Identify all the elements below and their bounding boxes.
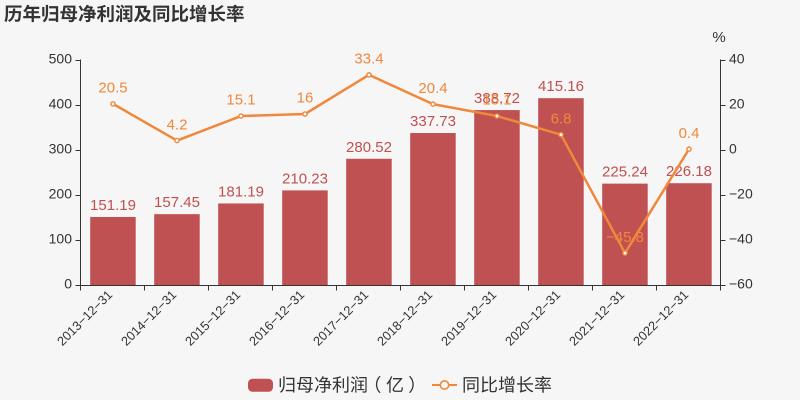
svg-text:300: 300	[49, 141, 73, 157]
svg-text:100: 100	[49, 231, 73, 247]
svg-text:33.4: 33.4	[354, 51, 383, 68]
svg-text:0.4: 0.4	[679, 125, 700, 142]
svg-text:280.52: 280.52	[346, 139, 392, 156]
svg-text:415.16: 415.16	[538, 78, 584, 95]
svg-text:157.45: 157.45	[154, 194, 200, 211]
svg-text:400: 400	[49, 96, 73, 112]
svg-text:−40: −40	[729, 231, 753, 247]
svg-text:20.5: 20.5	[98, 80, 127, 97]
svg-text:20.4: 20.4	[418, 80, 447, 97]
svg-text:40: 40	[729, 51, 745, 67]
svg-text:0: 0	[64, 276, 72, 292]
svg-text:500: 500	[49, 51, 73, 67]
svg-text:15.1: 15.1	[482, 92, 511, 109]
svg-text:388.72: 388.72	[474, 90, 520, 107]
svg-text:16: 16	[297, 90, 314, 107]
svg-text:210.23: 210.23	[282, 170, 328, 187]
svg-text:−45.8: −45.8	[606, 229, 644, 246]
svg-text:6.8: 6.8	[551, 110, 572, 127]
svg-text:15.1: 15.1	[226, 92, 255, 109]
svg-text:−60: −60	[729, 276, 753, 292]
svg-text:225.24: 225.24	[602, 164, 648, 181]
svg-text:4.2: 4.2	[167, 116, 188, 133]
svg-text:337.73: 337.73	[410, 113, 456, 130]
svg-text:0: 0	[729, 141, 737, 157]
svg-text:151.19: 151.19	[90, 197, 136, 214]
svg-text:20: 20	[729, 96, 745, 112]
svg-text:%: %	[712, 29, 725, 46]
svg-text:226.18: 226.18	[666, 163, 712, 180]
svg-text:−20: −20	[729, 186, 753, 202]
svg-text:200: 200	[49, 186, 73, 202]
svg-text:181.19: 181.19	[218, 183, 264, 200]
